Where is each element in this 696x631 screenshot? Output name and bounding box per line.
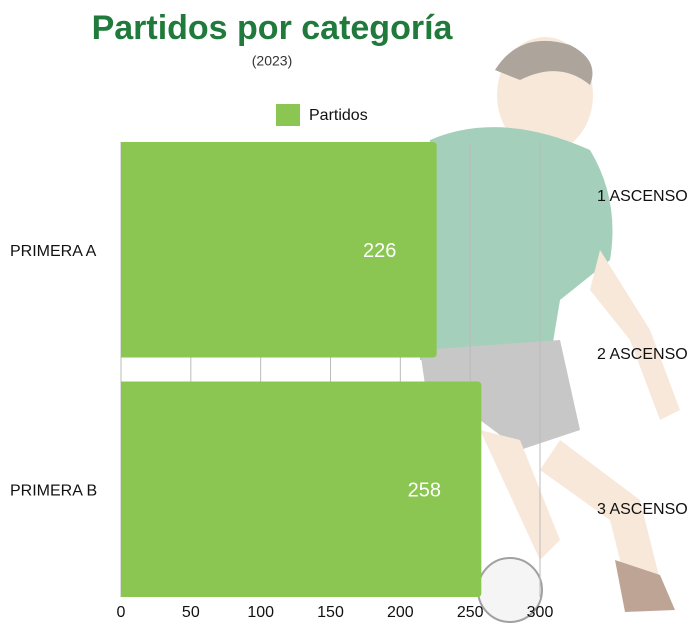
- chart: Partidos por categoría (2023) 0 50 100 150 2…: [0, 0, 696, 626]
- x-tick-label: 150: [317, 604, 344, 621]
- x-tick-label: 250: [457, 604, 484, 621]
- legend-label: Partidos: [309, 107, 368, 124]
- x-tick-label: 300: [527, 604, 554, 621]
- x-tick-label: 50: [182, 604, 200, 621]
- legend-swatch: [276, 104, 300, 126]
- x-tick-label: 0: [117, 604, 126, 621]
- y2-tick-label: 3 ASCENSO: [597, 501, 688, 518]
- data-label: 258: [408, 480, 441, 502]
- x-tick-label: 100: [247, 604, 274, 621]
- y2-tick-label: 1 ASCENSO: [597, 188, 688, 205]
- data-label: 226: [363, 240, 396, 262]
- x-tick-label: 200: [387, 604, 414, 621]
- chart-subtitle: (2023): [252, 53, 292, 69]
- chart-title: Partidos por categoría: [92, 9, 454, 47]
- y2-tick-label: 2 ASCENSO: [597, 346, 688, 363]
- y-tick-label: PRIMERA B: [10, 482, 97, 499]
- y-tick-label: PRIMERA A: [10, 243, 97, 260]
